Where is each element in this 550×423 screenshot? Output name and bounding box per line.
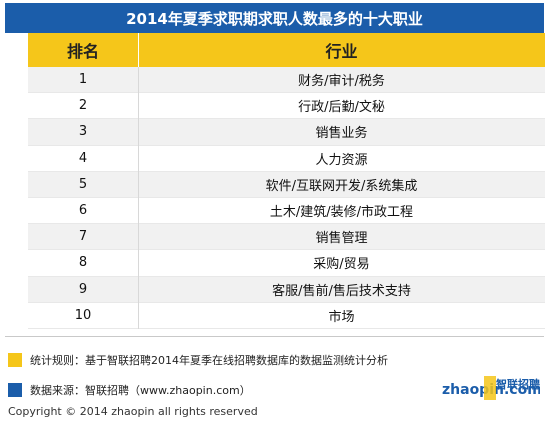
column-divider: [138, 67, 139, 329]
industry-cell: 客服/售前/售后技术支持: [272, 283, 411, 299]
logo-brand-text: 智联招聘: [496, 377, 540, 391]
industry-cell: 销售管理: [315, 231, 368, 247]
table-row: 4 人力资源: [28, 145, 545, 172]
industry-cell: 销售业务: [315, 126, 368, 142]
table-row: 2 行政/后勤/文秘: [28, 93, 545, 120]
rank-cell: 1: [78, 72, 88, 88]
zhaopin-logo: zhaopin.com 智联招聘: [440, 372, 540, 408]
table-row: 6 土木/建筑/装修/市政工程: [28, 197, 545, 225]
table-row: 7 销售管理: [28, 224, 545, 251]
rank-cell: 4: [78, 150, 88, 166]
industry-cell: 行政/后勤/文秘: [298, 100, 385, 116]
footer-divider: [5, 336, 544, 337]
data-source-text: 数据来源：智联招聘（www.zhaopin.com）: [30, 384, 251, 397]
yellow-square-icon: [8, 353, 22, 367]
data-source-note: 数据来源：智联招聘（www.zhaopin.com）: [8, 382, 251, 398]
header-rank: 排名: [66, 42, 99, 61]
header-industry: 行业: [325, 42, 358, 61]
industry-cell: 人力资源: [315, 152, 368, 168]
rank-cell: 2: [78, 98, 88, 114]
rank-cell: 3: [78, 124, 88, 140]
rank-cell: 7: [78, 229, 88, 245]
table-row: 8 采购/贸易: [28, 250, 545, 277]
table-header: 排名 行业: [28, 33, 545, 67]
industry-cell: 市场: [328, 309, 355, 325]
industry-cell: 财务/审计/税务: [298, 74, 385, 90]
rank-cell: 8: [78, 255, 88, 271]
industry-cell: 软件/互联网开发/系统集成: [265, 178, 418, 194]
industry-cell: 采购/贸易: [313, 257, 370, 273]
table-row: 10 市场: [28, 302, 545, 329]
table-body: 1 财务/审计/税务 2 行政/后勤/文秘 3 销售业务 4 人力资源 5 软件…: [28, 67, 545, 329]
industry-cell: 土木/建筑/装修/市政工程: [269, 205, 414, 221]
stat-rule-note: 统计规则：基于智联招聘2014年夏季在线招聘数据库的数据监测统计分析: [8, 352, 388, 368]
blue-square-icon: [8, 383, 22, 397]
table-row: 3 销售业务: [28, 119, 545, 146]
rank-cell: 9: [78, 281, 88, 297]
copyright-text: Copyright © 2014 zhaopin all rights rese…: [8, 405, 258, 418]
rank-cell: 10: [74, 307, 92, 323]
stat-rule-text: 统计规则：基于智联招聘2014年夏季在线招聘数据库的数据监测统计分析: [30, 354, 388, 367]
table-row: 9 客服/售前/售后技术支持: [28, 276, 545, 303]
page-title: 2014年夏季求职期求职人数最多的十大职业: [5, 3, 544, 33]
table-row: 5 软件/互联网开发/系统集成: [28, 171, 545, 198]
header-divider: [138, 33, 139, 67]
rank-cell: 6: [78, 203, 88, 219]
rank-cell: 5: [78, 176, 88, 192]
table-row: 1 财务/审计/税务: [28, 67, 545, 94]
